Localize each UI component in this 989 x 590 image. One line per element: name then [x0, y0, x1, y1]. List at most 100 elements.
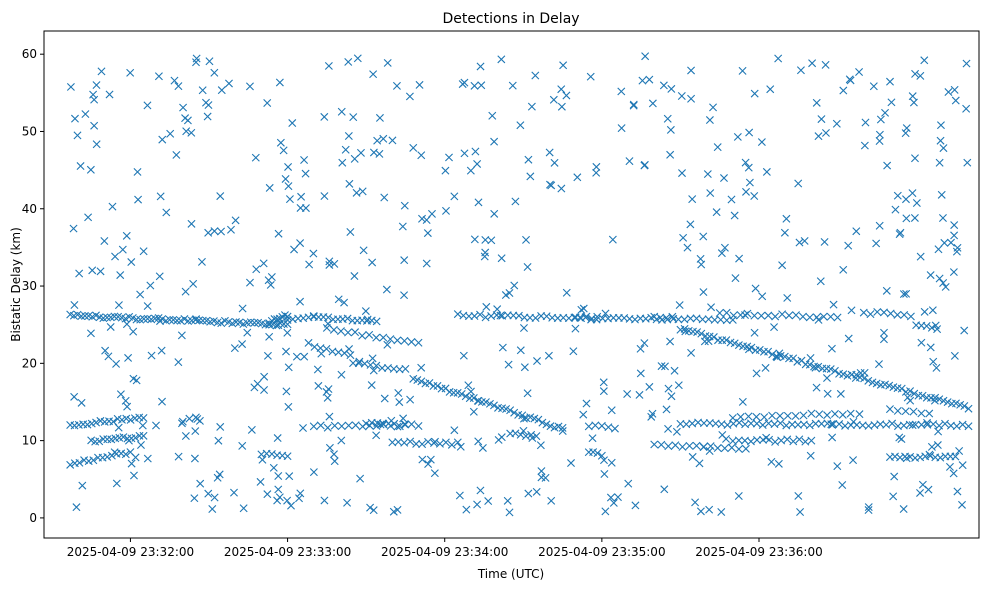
clutter-point	[134, 195, 143, 204]
clutter-point	[230, 488, 238, 497]
clutter-point	[557, 102, 566, 111]
clutter-point	[456, 442, 465, 451]
clutter-point	[930, 396, 939, 405]
track-point	[817, 419, 826, 428]
clutter-point	[462, 505, 471, 514]
clutter-point	[963, 158, 972, 167]
clutter-point	[860, 141, 869, 150]
clutter-point	[104, 352, 113, 361]
track-point	[775, 411, 784, 420]
clutter-point	[72, 503, 81, 512]
clutter-point	[213, 473, 222, 482]
clutter-point	[406, 395, 415, 404]
clutter-point	[466, 387, 475, 396]
clutter-point	[430, 469, 439, 478]
clutter-point	[344, 57, 353, 66]
clutter-point	[325, 257, 334, 266]
clutter-point	[181, 114, 190, 123]
clutter-point	[916, 252, 925, 261]
clutter-point	[466, 166, 475, 175]
clutter-point	[476, 62, 485, 71]
clutter-point	[494, 435, 503, 444]
clutter-point	[688, 452, 697, 461]
clutter-point	[395, 398, 404, 407]
clutter-point	[889, 492, 898, 501]
clutter-point	[750, 89, 759, 98]
clutter-point	[778, 261, 787, 270]
clutter-point	[936, 121, 945, 130]
clutter-point	[766, 85, 775, 94]
track-point	[343, 314, 352, 323]
clutter-point	[86, 329, 95, 338]
clutter-point	[129, 471, 138, 480]
track-point	[469, 393, 478, 402]
clutter-point	[953, 243, 962, 252]
clutter-point	[267, 272, 276, 281]
track-point	[698, 315, 707, 324]
clutter-point	[260, 372, 269, 381]
track-point	[542, 420, 551, 429]
track-point	[686, 314, 695, 323]
track-point	[911, 420, 920, 429]
clutter-point	[681, 327, 690, 336]
clutter-point	[812, 383, 821, 392]
clutter-point	[886, 77, 895, 86]
clutter-point	[688, 195, 697, 204]
clutter-point	[767, 457, 776, 466]
clutter-point	[77, 398, 86, 407]
clutter-point	[608, 235, 617, 244]
track-point	[447, 440, 456, 449]
clutter-point	[752, 369, 761, 378]
track-point	[838, 410, 847, 419]
clutter-point	[252, 265, 261, 274]
clutter-point	[393, 505, 402, 514]
clutter-point	[426, 455, 435, 464]
track-point	[323, 423, 332, 432]
clutter-point	[189, 279, 198, 288]
clutter-point	[935, 158, 944, 167]
clutter-point	[636, 344, 645, 353]
clutter-point	[832, 119, 841, 128]
track-point	[799, 411, 808, 420]
clutter-point	[274, 321, 283, 330]
track-point	[752, 412, 761, 421]
clutter-point	[156, 192, 165, 201]
clutter-point	[636, 369, 645, 378]
clutter-point	[369, 148, 378, 157]
clutter-point	[238, 441, 247, 450]
clutter-point	[849, 417, 858, 426]
track-point	[180, 315, 189, 324]
y-axis-label: Bistatic Delay (km)	[9, 227, 23, 342]
track-point	[680, 324, 689, 333]
clutter-point	[511, 197, 520, 206]
track-point	[964, 422, 973, 431]
clutter-point	[733, 132, 742, 141]
clutter-point	[505, 508, 514, 517]
clutter-point	[111, 252, 120, 261]
track-point	[344, 421, 353, 430]
clutter-point	[356, 148, 365, 157]
clutter-point	[717, 507, 726, 516]
clutter-point	[936, 136, 945, 145]
clutter-point	[501, 291, 510, 300]
clutter-point	[101, 346, 110, 355]
clutter-point	[667, 84, 676, 93]
track-point	[906, 387, 915, 396]
clutter-point	[607, 458, 616, 467]
track-point	[715, 309, 724, 318]
clutter-point	[847, 306, 856, 315]
clutter-point	[399, 414, 408, 423]
clutter-point	[666, 337, 675, 346]
clutter-point	[717, 249, 726, 258]
clutter-point	[836, 389, 845, 398]
track-point	[888, 419, 897, 428]
clutter-point	[925, 450, 934, 459]
clutter-point	[916, 71, 925, 80]
clutter-point	[314, 381, 323, 390]
clutter-point	[648, 409, 657, 418]
clutter-point	[523, 389, 532, 398]
track-point	[743, 309, 752, 318]
clutter-point	[663, 114, 672, 123]
clutter-point	[638, 76, 647, 85]
clutter-point	[372, 431, 381, 440]
